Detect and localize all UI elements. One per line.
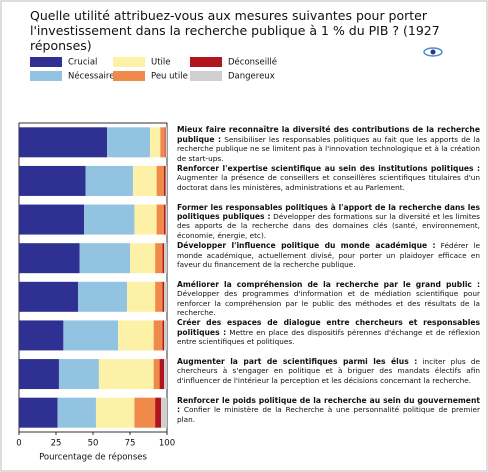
- legend-label: Crucial: [68, 58, 97, 68]
- bar-segment: [130, 243, 156, 274]
- bar-segment: [19, 165, 86, 196]
- row-text: Mieux faire reconnaître la diversité des…: [177, 125, 480, 163]
- row-description: Fédérer le monde académique, actuellemen…: [177, 241, 480, 269]
- x-tick-label: 50: [88, 439, 99, 449]
- row-title: Former les responsables politiques à l'a…: [177, 202, 480, 221]
- bar-segment: [57, 397, 96, 428]
- row-text: Former les responsables politiques à l'a…: [177, 203, 480, 241]
- bar-segment: [164, 165, 166, 196]
- bar-segment: [134, 397, 156, 428]
- bar-segment: [160, 127, 165, 158]
- bar-segment: [19, 204, 85, 235]
- logo: [423, 47, 443, 57]
- bar-segment: [84, 204, 135, 235]
- bar-segment: [164, 281, 167, 312]
- bar-segment: [85, 165, 133, 196]
- row-title: Mieux faire reconnaître la diversité des…: [177, 125, 480, 144]
- row-title: Renforcer le poids politique de la reche…: [177, 395, 480, 415]
- row-description: Mettre en place des dispositifs pérennes…: [177, 327, 480, 347]
- legend-label: Nécessaire: [68, 71, 114, 82]
- bar-segment: [95, 397, 135, 428]
- row-description: Développer des formations sur la diversi…: [177, 211, 480, 240]
- bar-segment: [165, 204, 167, 235]
- bar-segment: [19, 243, 80, 274]
- bar-segment: [162, 320, 165, 351]
- legend-swatch: [190, 57, 222, 67]
- legend-label: Dangereux: [228, 72, 275, 82]
- bar-segment: [164, 243, 167, 274]
- bar-segment: [58, 359, 99, 390]
- legend-swatch: [113, 71, 145, 81]
- bar-segment: [118, 320, 154, 351]
- x-tick-label: 25: [51, 439, 62, 449]
- bar-segment: [164, 127, 166, 158]
- bar-segment: [153, 359, 160, 390]
- row-title: Renforcer l'expertise scientifique au se…: [177, 163, 480, 173]
- row-text: Développer l'influence politique du mond…: [177, 241, 480, 269]
- row-text: Renforcer le poids politique de la reche…: [177, 396, 480, 424]
- legend-label: Peu utile: [151, 72, 188, 82]
- row-text: Améliorer la compréhension de la recherc…: [177, 280, 480, 318]
- row-title: Améliorer la compréhension de la recherc…: [177, 279, 480, 289]
- bar-segment: [149, 127, 161, 158]
- legend-swatch: [113, 57, 145, 67]
- bar-segment: [162, 243, 165, 274]
- x-axis-label: Pourcentage de réponses: [39, 452, 147, 463]
- legend-label: Utile: [151, 58, 171, 68]
- bar-segment: [165, 165, 167, 196]
- bar-segment: [155, 281, 163, 312]
- row-text: Augmenter la part de scientifiques parmi…: [177, 357, 480, 385]
- bar-segment: [19, 320, 64, 351]
- bar-segment: [165, 127, 167, 158]
- bar-segment: [153, 320, 163, 351]
- bar-segment: [79, 243, 130, 274]
- bar-segment: [19, 127, 108, 158]
- bar-segment: [164, 359, 167, 390]
- row-text: Créer des espaces de dialogue entre cher…: [177, 318, 480, 346]
- row-description: Sensibiliser les responsables politiques…: [177, 134, 481, 163]
- bar-segment: [134, 204, 157, 235]
- bar-segment: [162, 281, 165, 312]
- bar-segment: [19, 281, 79, 312]
- row-title: Développer l'influence politique du mond…: [177, 241, 436, 251]
- chart-title: Quelle utilité attribuez-vous aux mesure…: [30, 8, 440, 53]
- bar-segment: [155, 397, 162, 428]
- bar-segment: [127, 281, 156, 312]
- x-tick-label: 100: [159, 439, 175, 449]
- legend-label: Déconseillé: [228, 57, 277, 68]
- legend-swatch: [30, 71, 62, 81]
- bar-segment: [98, 359, 154, 390]
- bar-segment: [132, 165, 157, 196]
- bar-segment: [107, 127, 150, 158]
- bar-segment: [63, 320, 119, 351]
- x-tick-label: 75: [125, 439, 136, 449]
- bar-segment: [159, 359, 165, 390]
- bar-segment: [164, 204, 166, 235]
- row-description: Augmenter la présence de conseillers et …: [177, 173, 480, 192]
- row-description: Confier le ministère de la Recherche à u…: [177, 405, 480, 424]
- row-title: Augmenter la part de scientifiques parmi…: [177, 357, 418, 367]
- bar-segment: [156, 165, 165, 196]
- row-description: inciter plus de chercheurs à s'engager e…: [177, 357, 480, 385]
- bar-segment: [156, 204, 165, 235]
- row-text: Renforcer l'expertise scientifique au se…: [177, 164, 480, 192]
- bar-segment: [19, 359, 59, 390]
- row-title: Créer des espaces de dialogue entre cher…: [177, 318, 480, 337]
- bar-segment: [155, 243, 163, 274]
- legend-swatch: [190, 71, 222, 81]
- bar-segment: [19, 397, 58, 428]
- bar-segment: [164, 320, 167, 351]
- bar-segment: [161, 397, 167, 428]
- row-description: Développer des programmes d'information …: [177, 289, 480, 318]
- bar-segment: [78, 281, 128, 312]
- legend-swatch: [30, 57, 62, 67]
- x-tick-label: 0: [16, 439, 21, 449]
